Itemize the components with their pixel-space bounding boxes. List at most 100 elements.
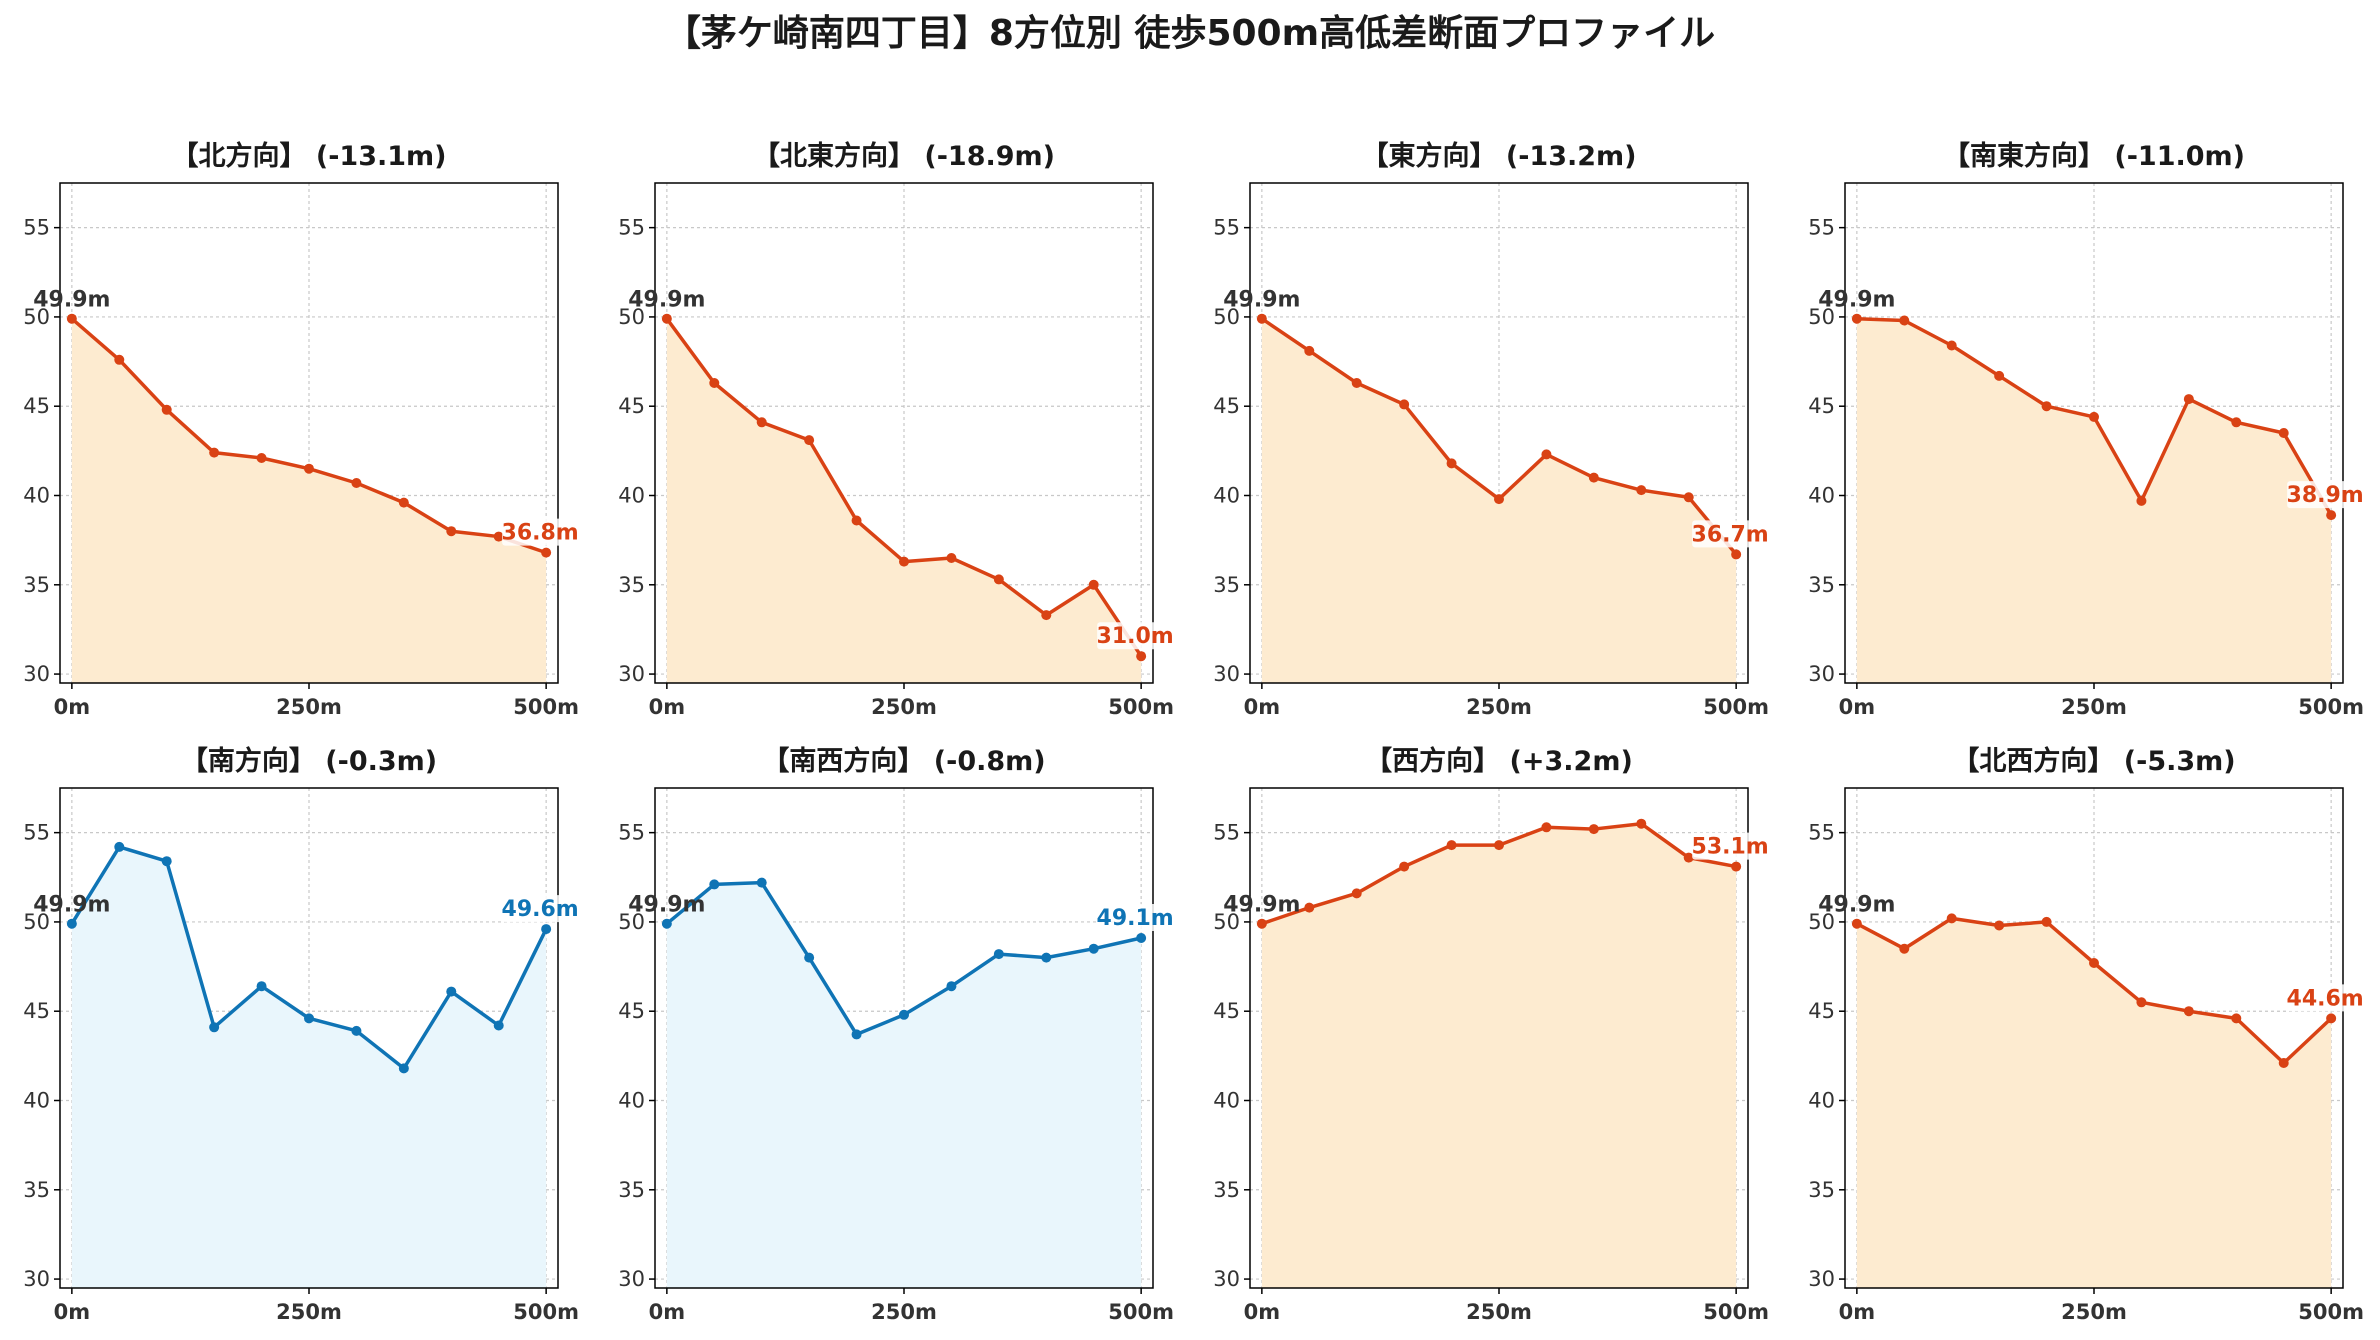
data-point [1351,888,1362,899]
y-tick-label: 55 [1808,821,1835,845]
y-tick-label: 40 [23,1089,50,1113]
data-point [66,918,77,929]
end-value-label: 49.6m [502,897,579,922]
data-point [1946,340,1957,351]
x-tick-label: 0m [1839,695,1876,719]
y-tick-label: 30 [23,662,50,686]
data-point [304,1013,314,1024]
data-point [1994,370,2005,381]
area-fill [1261,823,1737,1288]
end-value-label: 31.0m [1097,624,1174,649]
data-point [1446,458,1457,469]
y-tick-label: 55 [618,821,645,845]
x-tick-label: 500m [2298,695,2364,719]
end-label-box [1692,832,1769,860]
data-point [2278,428,2289,438]
start-value-label: 49.9m [33,893,110,918]
data-point [1494,840,1504,851]
data-point [1731,549,1742,560]
end-label-box [1097,904,1174,931]
data-point [804,435,815,446]
y-tick-label: 55 [23,216,50,240]
data-point [1088,579,1099,590]
y-tick-label: 50 [23,305,50,329]
x-tick-label: 500m [513,1300,579,1324]
data-point [1541,449,1552,460]
data-point [1994,920,2005,931]
data-point [1588,824,1599,835]
x-tick-label: 500m [1703,695,1769,719]
y-tick-label: 50 [618,910,645,934]
y-tick-label: 35 [618,1178,645,1202]
x-tick-label: 500m [2298,1300,2364,1324]
data-point [2041,916,2052,927]
area-fill [666,882,1142,1288]
y-tick-label: 35 [23,573,50,597]
end-value-label: 36.7m [1692,522,1769,547]
data-point [1136,651,1147,662]
end-value-label: 38.9m [2287,483,2364,508]
area-fill [1856,918,2332,1288]
data-point [1636,485,1647,496]
y-tick-label: 30 [618,662,645,686]
data-point [1399,861,1410,872]
end-label-box [502,895,579,923]
panel-title: 【北西方向】 (-5.3m) [1952,745,2235,777]
data-point [1304,902,1315,913]
y-tick-label: 45 [618,999,645,1023]
x-tick-label: 500m [513,695,579,719]
data-point [256,453,267,463]
start-value-label: 49.9m [1818,893,1895,918]
end-label-box [502,518,579,546]
data-point [398,1063,409,1074]
y-tick-label: 30 [1213,1267,1240,1291]
panel-title: 【西方向】 (+3.2m) [1365,745,1633,777]
y-tick-label: 30 [618,1267,645,1291]
y-tick-label: 35 [618,573,645,597]
y-tick-label: 50 [1808,305,1835,329]
data-point [756,417,767,428]
x-tick-label: 0m [1244,1300,1281,1324]
data-point [851,1029,862,1040]
panel-title: 【南方向】 (-0.3m) [181,745,437,777]
start-value-label: 49.9m [1223,893,1300,918]
data-point [2136,997,2147,1008]
x-tick-label: 0m [54,695,91,719]
panel-title: 【南東方向】 (-11.0m) [1943,140,2245,172]
y-tick-label: 45 [23,999,50,1023]
x-tick-label: 0m [1839,1300,1876,1324]
end-value-label: 49.1m [1097,906,1174,931]
data-point [993,949,1004,960]
data-point [1636,818,1647,829]
data-point [351,478,362,488]
data-point [1683,852,1694,863]
data-point [1588,472,1599,483]
y-tick-label: 30 [1808,662,1835,686]
data-point [446,526,457,537]
panel-6: 【西方向】 (+3.2m) 30 35 40 45 50 55 0m 250m 500m 49.9m… [1213,745,1769,1324]
data-point [1851,313,1862,324]
x-tick-label: 500m [1703,1300,1769,1324]
panel-title: 【東方向】 (-13.2m) [1361,140,1636,172]
end-value-label: 36.8m [502,521,579,546]
data-point [661,313,672,324]
data-point [2089,958,2099,968]
start-value-label: 49.9m [628,893,705,918]
x-tick-label: 500m [1108,1300,1174,1324]
data-point [2136,495,2147,506]
data-point [1946,913,1957,924]
y-tick-label: 55 [618,216,645,240]
data-point [114,841,125,852]
x-tick-label: 250m [2061,1300,2127,1324]
y-tick-label: 50 [618,305,645,329]
data-point [493,1020,504,1031]
y-tick-label: 30 [1213,662,1240,686]
x-tick-label: 0m [649,1300,686,1324]
data-point [209,447,220,458]
y-tick-label: 30 [1808,1267,1835,1291]
data-point [256,981,267,992]
y-tick-label: 45 [23,394,50,418]
panel-2: 【東方向】 (-13.2m) 30 35 40 45 50 55 0m 250m 500m 49.9… [1213,140,1769,719]
data-point [1899,943,1910,954]
